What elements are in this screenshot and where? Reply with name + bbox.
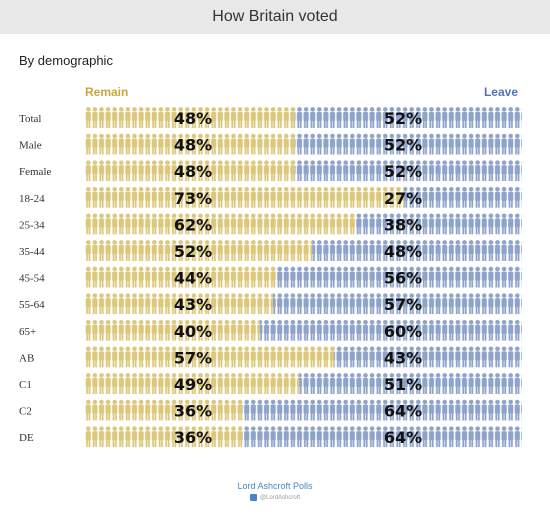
value-label-leave: 52% bbox=[384, 136, 422, 155]
value-label-leave: 48% bbox=[384, 242, 422, 261]
value-label-remain: 48% bbox=[174, 162, 212, 181]
bar-leave bbox=[294, 107, 522, 128]
value-label-remain: 48% bbox=[174, 136, 212, 155]
chart-subtitle: By demographic bbox=[19, 53, 113, 68]
chart-title: How Britain voted bbox=[212, 8, 338, 25]
bar-remain bbox=[85, 240, 313, 261]
chart-area: Total 48% 52% Male 48% 52% Female 48% 52% 18-24 73… bbox=[19, 107, 522, 448]
category-label: Female bbox=[19, 166, 51, 178]
value-label-leave: 43% bbox=[384, 348, 422, 367]
value-label-remain: 36% bbox=[174, 428, 212, 447]
value-label-remain: 44% bbox=[174, 269, 212, 288]
category-label: 55-64 bbox=[19, 299, 45, 311]
source-handle: @LordAshcroft bbox=[259, 494, 301, 501]
category-label: 45-54 bbox=[19, 273, 45, 285]
bar-leave bbox=[277, 266, 522, 288]
bar-leave bbox=[294, 160, 522, 182]
value-label-remain: 62% bbox=[174, 215, 212, 234]
bar-leave bbox=[299, 373, 522, 394]
bar-remain bbox=[85, 160, 295, 182]
bar-leave bbox=[355, 213, 522, 235]
category-label: C1 bbox=[19, 379, 32, 391]
value-label-remain: 49% bbox=[174, 375, 212, 394]
legend-remain: Remain bbox=[85, 85, 129, 99]
value-label-leave: 52% bbox=[384, 109, 422, 128]
value-label-remain: 73% bbox=[174, 189, 212, 208]
value-label-remain: 57% bbox=[174, 348, 212, 367]
category-label: Male bbox=[19, 140, 42, 152]
handle-row: @LordAshcroft bbox=[0, 494, 550, 501]
twitter-icon bbox=[249, 494, 257, 501]
title-bar: How Britain voted bbox=[0, 0, 550, 34]
value-label-leave: 60% bbox=[384, 322, 422, 341]
bar-leave bbox=[242, 426, 522, 448]
value-label-remain: 52% bbox=[174, 242, 212, 261]
bar-remain bbox=[85, 266, 278, 288]
value-label-leave: 38% bbox=[384, 215, 422, 234]
bar-remain bbox=[85, 399, 243, 421]
source-footer: Lord Ashcroft Polls bbox=[237, 481, 313, 491]
value-label-leave: 57% bbox=[384, 295, 422, 314]
bar-remain bbox=[85, 293, 273, 315]
legend-leave: Leave bbox=[483, 85, 518, 99]
bar-leave bbox=[312, 240, 522, 261]
value-label-leave: 51% bbox=[384, 375, 422, 394]
bar-remain bbox=[85, 346, 335, 368]
bar-remain bbox=[85, 186, 405, 208]
category-label: DE bbox=[19, 432, 34, 444]
bar-remain bbox=[85, 426, 243, 448]
category-label: 35-44 bbox=[19, 246, 45, 258]
value-label-remain: 48% bbox=[174, 109, 212, 128]
value-label-leave: 52% bbox=[384, 162, 422, 181]
bar-leave bbox=[294, 133, 522, 155]
bar-leave bbox=[242, 399, 522, 421]
category-label: Total bbox=[19, 113, 41, 125]
value-label-leave: 64% bbox=[384, 428, 422, 447]
category-label: 18-24 bbox=[19, 193, 45, 205]
bar-leave bbox=[334, 346, 522, 368]
bar-remain bbox=[85, 133, 295, 155]
value-label-leave: 27% bbox=[384, 189, 422, 208]
bar-remain bbox=[85, 319, 260, 341]
category-label: 65+ bbox=[19, 326, 36, 338]
category-label: C2 bbox=[19, 406, 32, 418]
value-label-leave: 56% bbox=[384, 269, 422, 288]
bar-leave bbox=[259, 319, 522, 341]
value-label-remain: 36% bbox=[174, 402, 212, 421]
category-label: 25-34 bbox=[19, 219, 45, 231]
bar-leave bbox=[404, 186, 522, 208]
bar-leave bbox=[272, 293, 522, 315]
value-label-remain: 40% bbox=[174, 322, 212, 341]
bar-remain bbox=[85, 373, 300, 394]
category-label: AB bbox=[19, 352, 34, 364]
bar-remain bbox=[85, 107, 295, 128]
bar-remain bbox=[85, 213, 356, 235]
value-label-remain: 43% bbox=[174, 295, 212, 314]
value-label-leave: 64% bbox=[384, 402, 422, 421]
